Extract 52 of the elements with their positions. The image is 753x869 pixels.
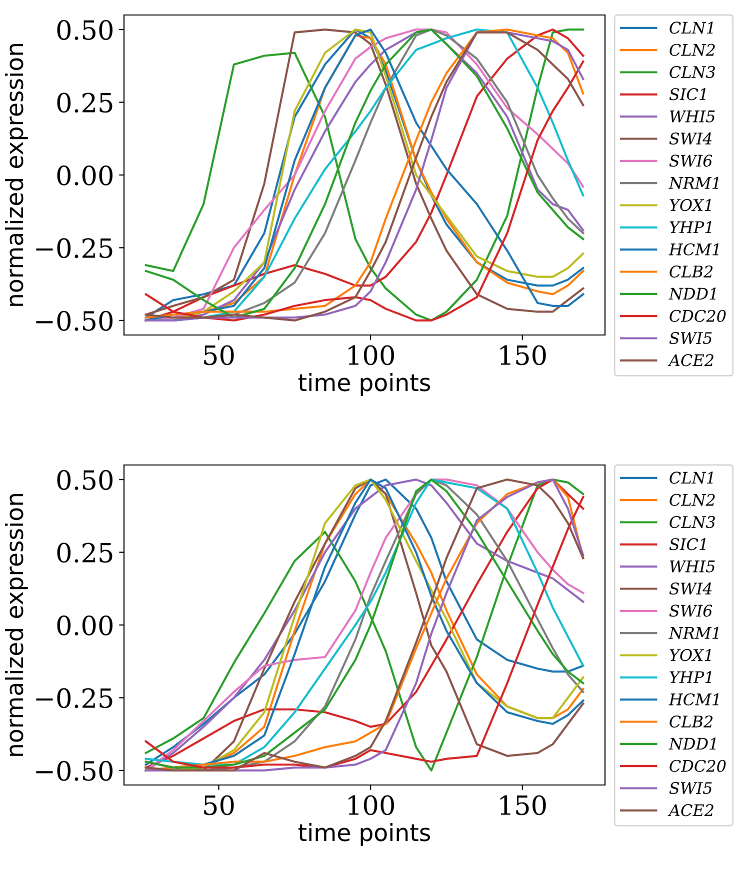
x-tick-label: 150 [500,345,546,366]
legend-label: SWI4 [669,582,712,595]
legend-label: YHP1 [670,671,712,684]
y-tick-label: 0.00 [57,165,113,186]
legend-label: CLN3 [670,66,715,78]
y-tick-label: 0.50 [57,470,113,490]
x-tick-label: 100 [348,345,394,366]
legend-label: SWI5 [669,782,712,794]
legend-label: ACE2 [668,354,714,366]
x-tick-label: 50 [204,345,234,366]
legend-label: NDD1 [668,288,716,300]
legend-label: HCM1 [668,243,718,256]
y-tick-label: 0.00 [57,615,113,636]
y-tick-label: 0.25 [57,542,112,563]
legend-label: CDC20 [670,310,726,322]
legend-label: CLN2 [670,44,715,56]
legend-label: SWI4 [669,132,712,145]
legend-label: SWI6 [669,604,712,617]
x-axis-title: time points [298,373,430,396]
legend-label: WHI5 [670,560,715,572]
y-tick-label: −0.50 [36,310,113,331]
y-tick-label: −0.25 [36,688,112,708]
y-tick-label: 0.50 [57,20,113,40]
x-tick-label: 100 [348,795,394,816]
y-axis-title: normalized expression [5,494,28,756]
legend-label: SIC1 [669,538,706,550]
legend-label: CLB2 [670,716,713,728]
legend-label: YOX1 [670,199,711,212]
y-tick-label: 0.25 [57,92,112,113]
legend-label: WHI5 [670,110,715,122]
legend-label: CLN2 [670,494,715,506]
legend-label: YOX1 [670,649,711,662]
legend-label: CDC20 [670,760,726,772]
x-tick-label: 150 [500,795,546,816]
legend-label: SIC1 [669,88,706,100]
legend-label: CLN1 [670,22,713,34]
legend-label: CLN3 [670,516,715,528]
legend-label: CLB2 [670,266,713,278]
legend-label: NDD1 [668,738,716,750]
legend-label: ACE2 [668,804,714,816]
y-tick-label: −0.25 [36,238,112,258]
legend-label: SWI6 [669,154,712,167]
y-tick-label: −0.50 [36,760,113,781]
legend-label: YHP1 [670,221,712,234]
legend-label: NRM1 [668,626,718,639]
legend-label: NRM1 [668,176,718,189]
x-axis-title: time points [298,823,430,846]
legend-label: CLN1 [670,472,713,484]
legend-label: SWI5 [669,332,712,344]
x-tick-label: 50 [204,795,234,816]
y-axis-title: normalized expression [5,44,28,306]
legend-label: HCM1 [668,693,718,706]
